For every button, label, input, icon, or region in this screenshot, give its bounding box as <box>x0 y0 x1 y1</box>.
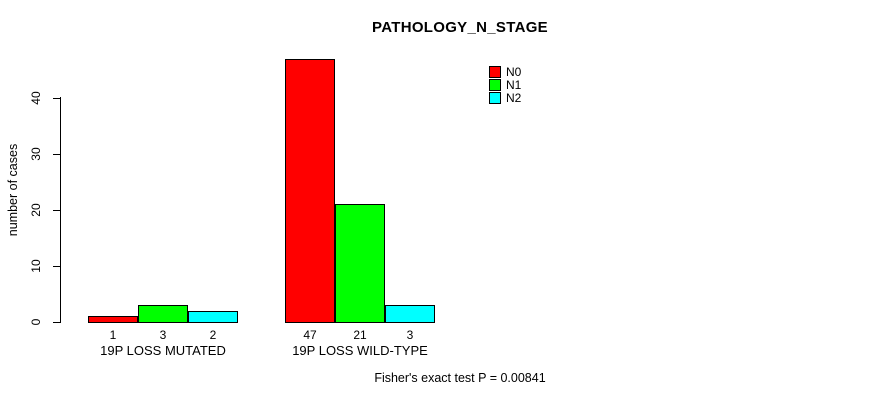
bar-value-label: 1 <box>109 328 117 342</box>
bar-n2 <box>188 311 238 323</box>
category-label: 19P LOSS MUTATED <box>100 343 226 358</box>
legend-swatch-n0 <box>489 66 501 78</box>
bar-value-label: 3 <box>406 328 414 342</box>
legend-swatch-n2 <box>489 92 501 104</box>
legend-swatch-n1 <box>489 79 501 91</box>
y-tick-label: 0 <box>29 318 43 326</box>
bar-value-label: 2 <box>209 328 217 342</box>
y-tick-label: 20 <box>29 203 43 217</box>
legend-label: N2 <box>506 91 522 105</box>
y-tick-mark <box>53 210 60 211</box>
bar-value-label: 3 <box>159 328 167 342</box>
legend-label: N0 <box>506 65 522 79</box>
bar-n1 <box>138 305 188 323</box>
chart-title: PATHOLOGY_N_STAGE <box>372 19 548 36</box>
footnote: Fisher's exact test P = 0.00841 <box>374 371 546 385</box>
y-tick-label: 10 <box>29 259 43 273</box>
bar-n0 <box>88 316 138 323</box>
y-tick-mark <box>53 266 60 267</box>
y-tick-label: 30 <box>29 147 43 161</box>
y-axis-line <box>60 97 61 323</box>
y-tick-label: 40 <box>29 91 43 105</box>
y-axis-title: number of cases <box>6 143 20 237</box>
bar-n2 <box>385 305 435 323</box>
y-tick-mark <box>53 154 60 155</box>
y-tick-mark <box>53 98 60 99</box>
bar-n0 <box>285 59 335 323</box>
bar-value-label: 47 <box>303 328 317 342</box>
bar-value-label: 21 <box>353 328 367 342</box>
bar-n1 <box>335 204 385 323</box>
y-tick-mark <box>53 322 60 323</box>
legend-label: N1 <box>506 78 522 92</box>
category-label: 19P LOSS WILD-TYPE <box>292 343 428 358</box>
